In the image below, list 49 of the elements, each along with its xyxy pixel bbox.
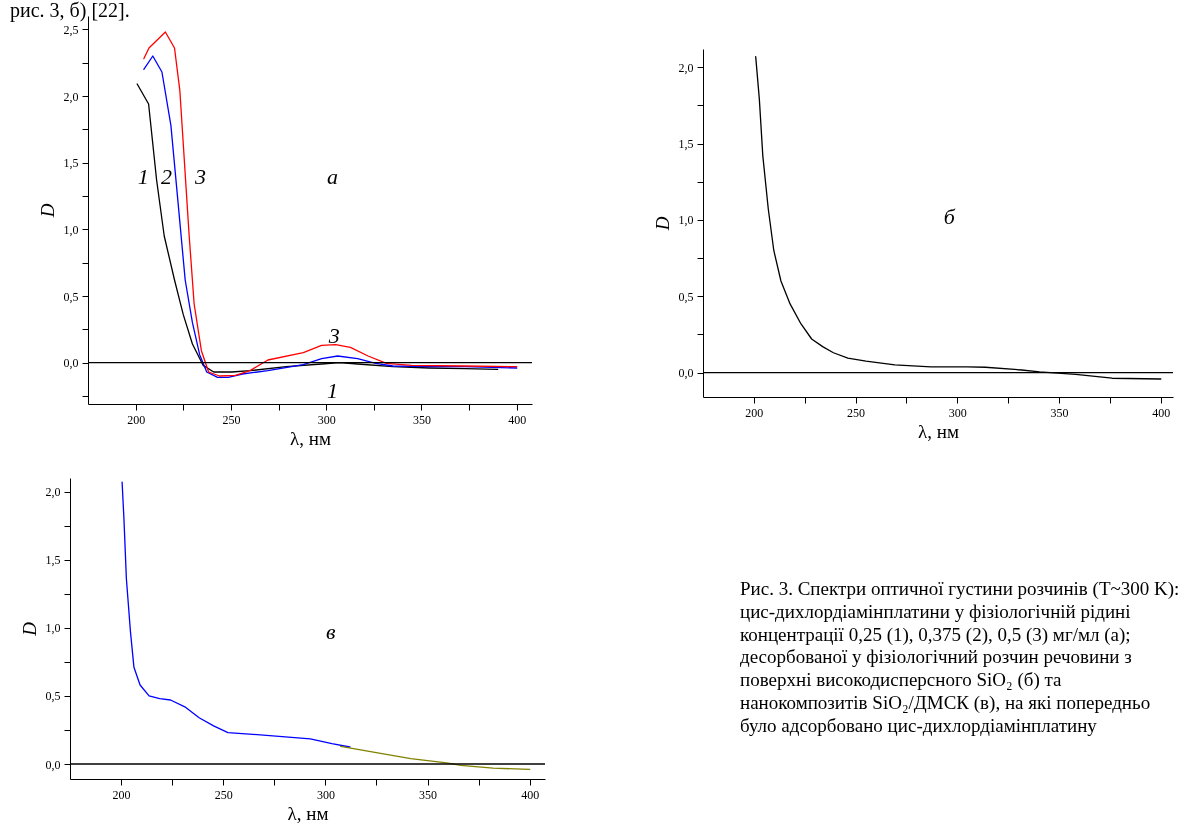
x-tick-label: 300: [317, 412, 336, 427]
y-tick-label: 1,5: [63, 156, 79, 171]
x-tick-label: 250: [847, 405, 866, 420]
y-tick-label: 1,5: [45, 553, 61, 568]
annotation: 1: [326, 377, 338, 403]
annotation: рис. 3, б) [22].: [10, 0, 131, 22]
y-tick-label: 1,5: [678, 137, 694, 152]
x-tick-label: 400: [1152, 405, 1171, 420]
line-series: [340, 745, 531, 771]
x-tick-label: 300: [316, 787, 335, 802]
y-tick-label: 0,0: [678, 366, 694, 381]
y-tick-label: 2,5: [63, 22, 79, 37]
x-tick-label: 400: [508, 412, 527, 427]
y-tick-label: 2,0: [45, 485, 61, 500]
annotation: 1: [137, 164, 149, 190]
x-axis-title: λ, нм: [287, 802, 329, 824]
annotation: б: [943, 203, 956, 229]
annotation: 3: [327, 322, 340, 348]
y-axis-title: D: [36, 203, 58, 219]
y-tick-label: 0,5: [63, 289, 79, 304]
x-tick-label: 250: [214, 787, 233, 802]
text: Рис. 3. Спектри оптичної густини розчинів (T~300 K): цис-дихлордіамінплатини у фізіологічній рідині концентрації 0,25 (1), 0,375 (2), 0,5 (3) мг/мл (а); десорбованої у фізіологічний розчин речовини з поверхні високодисперсного SiO₂ (б) та нанокомпозитів SiO₂/ДМСК (в), на які попередньо було адсорбовано цис-дихлордіамінплатину: [740, 578, 1181, 738]
annotation: а: [326, 164, 338, 190]
x-tick-label: 300: [948, 405, 967, 420]
x-axis-title: λ, нм: [918, 420, 959, 442]
y-tick-label: 1,0: [63, 222, 79, 237]
x-tick-label: 250: [222, 412, 241, 427]
x-tick-label: 200: [127, 412, 146, 427]
y-tick-label: 0,0: [63, 356, 79, 371]
y-tick-label: 2,0: [63, 89, 79, 104]
y-axis-title: D: [651, 216, 673, 232]
annotation: 2: [161, 164, 172, 190]
x-tick-label: 350: [412, 412, 431, 427]
y-tick-label: 0,5: [678, 289, 694, 304]
x-tick-label: 350: [1050, 405, 1069, 420]
x-tick-label: 200: [112, 787, 131, 802]
x-tick-label: 350: [419, 787, 438, 802]
line-series: [121, 481, 351, 748]
y-axis-title: D: [18, 621, 40, 637]
annotation: в: [325, 618, 336, 644]
annotation: 3: [194, 164, 207, 190]
x-axis-title: λ, нм: [290, 427, 331, 449]
y-tick-label: 1,0: [678, 213, 694, 228]
y-tick-label: 0,0: [45, 757, 61, 772]
y-tick-label: 2,0: [678, 60, 694, 75]
x-tick-label: 200: [745, 405, 764, 420]
y-tick-label: 1,0: [45, 621, 61, 636]
x-tick-label: 400: [521, 787, 540, 802]
y-tick-label: 0,5: [45, 689, 61, 704]
